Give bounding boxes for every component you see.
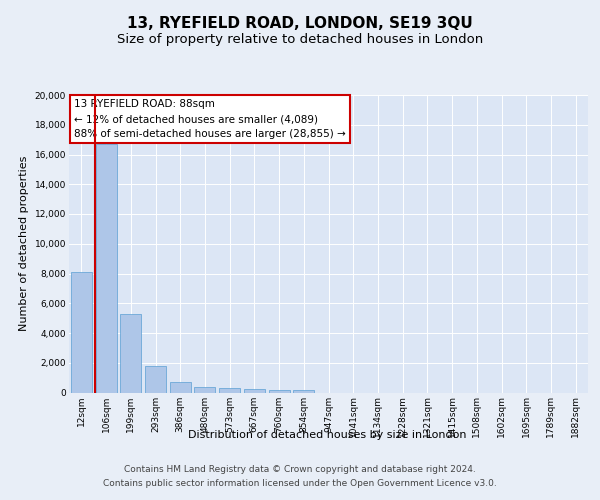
Text: 13, RYEFIELD ROAD, LONDON, SE19 3QU: 13, RYEFIELD ROAD, LONDON, SE19 3QU [127, 16, 473, 32]
Text: Contains HM Land Registry data © Crown copyright and database right 2024.: Contains HM Land Registry data © Crown c… [124, 464, 476, 473]
Bar [219, 388, 240, 392]
Bar [293, 390, 314, 392]
Bar [120, 314, 141, 392]
Bar [194, 387, 215, 392]
Bar [71, 272, 92, 392]
Text: Contains public sector information licensed under the Open Government Licence v3: Contains public sector information licen… [103, 480, 497, 488]
Y-axis label: Number of detached properties: Number of detached properties [19, 156, 29, 332]
Text: 13 RYEFIELD ROAD: 88sqm
← 12% of detached houses are smaller (4,089)
88% of semi: 13 RYEFIELD ROAD: 88sqm ← 12% of detache… [74, 100, 346, 139]
Bar [269, 390, 290, 392]
Bar [145, 366, 166, 392]
Bar [244, 389, 265, 392]
Bar [95, 144, 116, 392]
Text: Size of property relative to detached houses in London: Size of property relative to detached ho… [117, 32, 483, 46]
Bar [170, 382, 191, 392]
Text: Distribution of detached houses by size in London: Distribution of detached houses by size … [188, 430, 466, 440]
